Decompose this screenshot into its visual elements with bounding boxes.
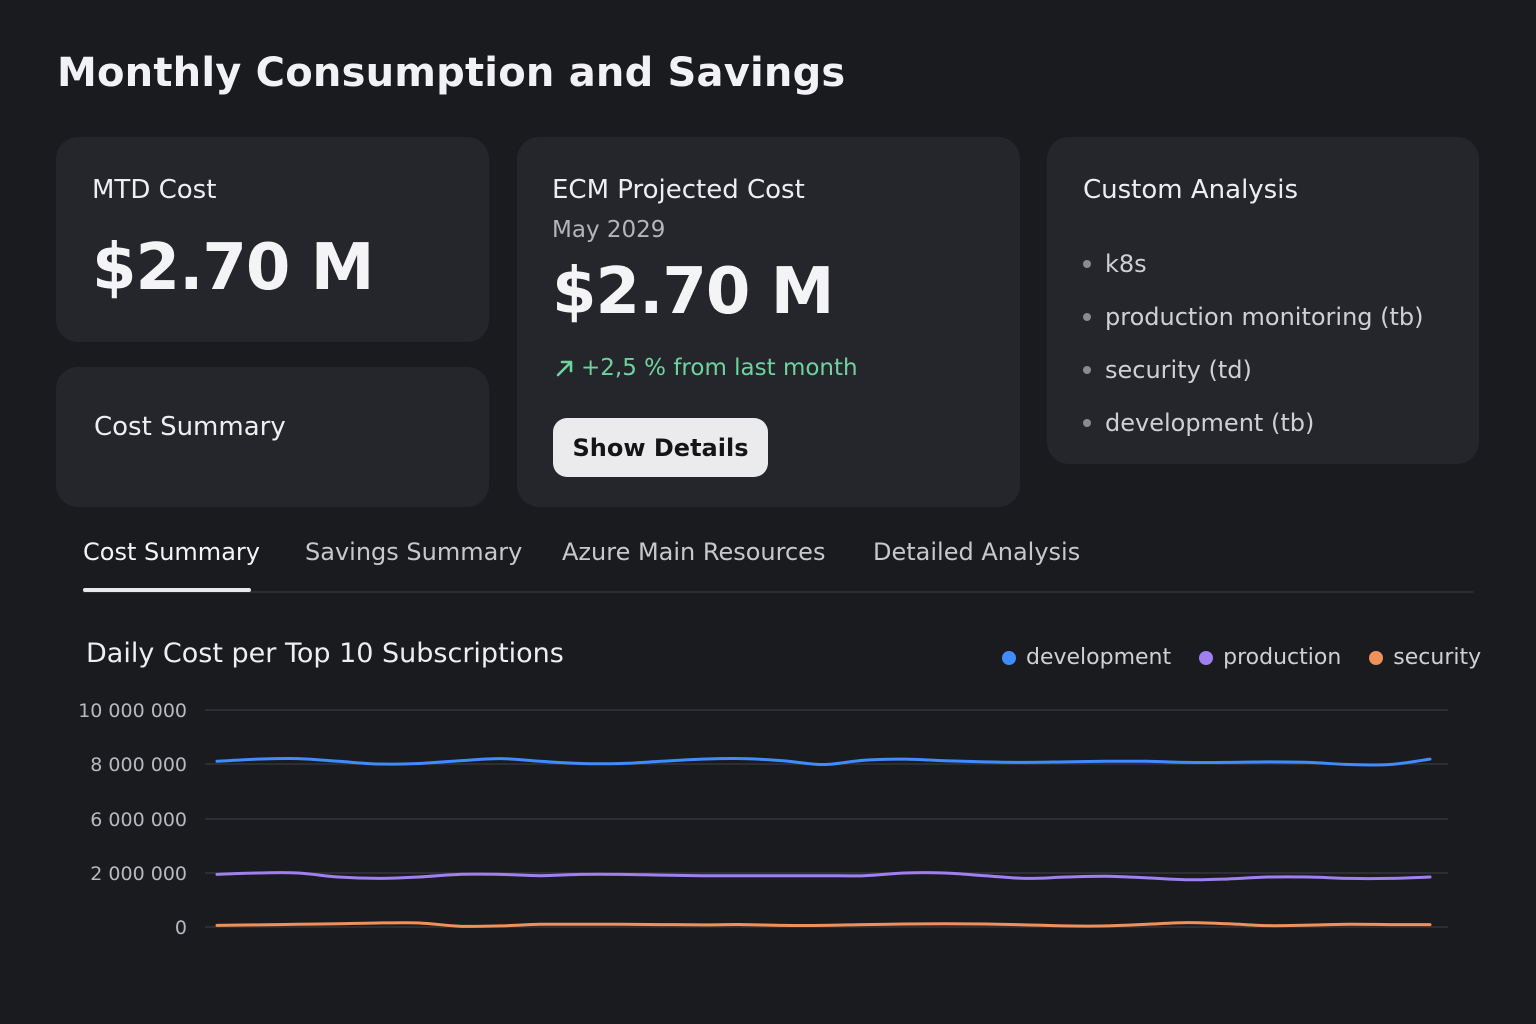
ecm-period: May 2029 [552,217,666,243]
ecm-projected-cost-value: $2.70 M [552,255,834,329]
legend-item-security[interactable]: security [1369,645,1481,670]
ecm-projected-cost-card: ECM Projected Cost May 2029 $2.70 M +2,5… [517,137,1020,507]
chart-gridlines [205,709,1448,928]
tab-cost-summary[interactable]: Cost Summary [83,538,260,566]
active-tab-underline [83,588,251,592]
series-line-development[interactable] [215,756,1432,767]
legend-dot-security [1369,650,1384,665]
tab-savings-summary[interactable]: Savings Summary [305,538,523,566]
y-tick-label: 2 000 000 [90,863,187,885]
custom-analysis-list: k8s production monitoring (tb) security … [1083,237,1424,449]
ecm-delta-text: +2,5 % from last month [581,355,858,381]
custom-analysis-item[interactable]: k8s [1083,237,1424,290]
page-title: Monthly Consumption and Savings [57,50,846,96]
bullet-icon [1083,418,1091,427]
legend-item-development[interactable]: development [1002,645,1171,670]
custom-analysis-label: Custom Analysis [1083,175,1298,205]
tab-azure-main-resources[interactable]: Azure Main Resources [562,538,826,566]
custom-analysis-item[interactable]: security (td) [1083,343,1424,396]
ecm-delta: +2,5 % from last month [553,355,858,381]
bullet-icon [1083,365,1091,374]
chart-tick-labels: 0 2 000 000 6 000 000 8 000 000 10 000 000 [78,700,187,939]
legend-label-security: security [1393,645,1482,670]
show-details-button[interactable]: Show Details [553,418,768,477]
ecm-projected-cost-label: ECM Projected Cost [552,175,805,205]
legend-dot-production [1199,650,1214,665]
bullet-icon [1083,259,1091,268]
mtd-cost-card: MTD Cost $2.70 M [56,137,489,342]
tab-bar: Cost Summary Savings Summary Azure Main … [83,538,1473,593]
cost-summary-card[interactable]: Cost Summary [56,367,489,507]
mtd-cost-value: $2.70 M [92,231,374,305]
mtd-cost-label: MTD Cost [92,175,217,205]
bullet-icon [1083,312,1091,321]
daily-cost-chart: 0 2 000 000 6 000 000 8 000 000 10 000 000 [78,700,1448,939]
chart-legend: development production security [1002,645,1481,670]
cost-summary-label: Cost Summary [94,412,286,442]
series-line-production[interactable] [215,871,1432,882]
legend-label-development: development [1026,645,1172,670]
y-tick-label: 8 000 000 [90,754,187,776]
chart-series [215,756,1432,928]
y-tick-label: 6 000 000 [90,809,187,831]
legend-label-production: production [1223,645,1342,670]
legend-item-production[interactable]: production [1199,645,1341,670]
legend-dot-development [1002,650,1016,665]
arrow-up-right-icon [556,360,573,377]
custom-analysis-item[interactable]: production monitoring (tb) [1083,290,1424,343]
y-tick-label: 10 000 000 [78,700,187,722]
custom-analysis-card: Custom Analysis k8s production monitorin… [1047,137,1479,464]
custom-analysis-item[interactable]: development (tb) [1083,396,1424,449]
chart-title: Daily Cost per Top 10 Subscriptions [86,638,564,669]
y-tick-label: 0 [175,917,187,939]
series-line-security[interactable] [215,921,1432,928]
tab-detailed-analysis[interactable]: Detailed Analysis [873,538,1081,566]
